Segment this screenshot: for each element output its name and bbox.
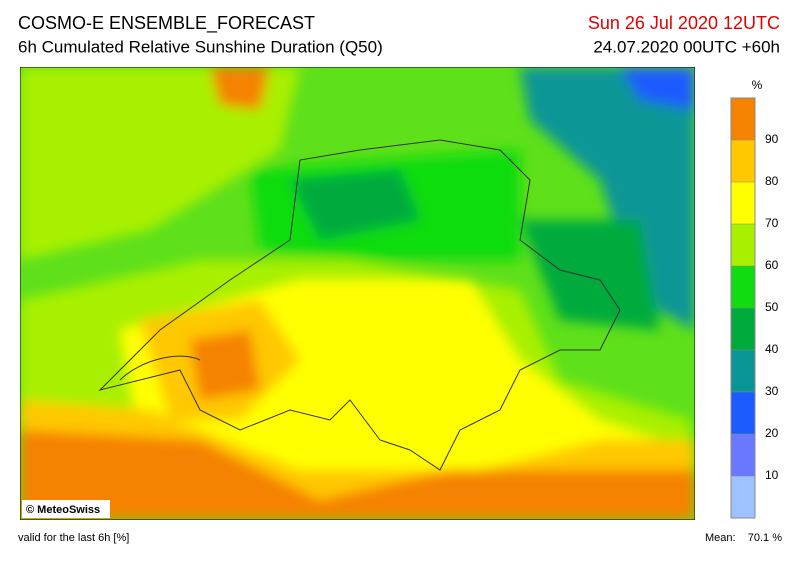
colorbar-bin [731, 308, 755, 350]
footer-note: valid for the last 6h [%] [18, 532, 129, 544]
subtitle: 6h Cumulated Relative Sunshine Duration … [18, 37, 383, 56]
colorbar-unit: % [752, 78, 763, 92]
run-time: 24.07.2020 00UTC +60h [593, 37, 780, 56]
colorbar-bin [731, 224, 755, 266]
mean-value: 70.1 % [748, 532, 782, 544]
colorbar-bin [731, 182, 755, 224]
colorbar-tick-label: 40 [765, 342, 779, 356]
colorbar-tick-label: 10 [765, 468, 779, 482]
colorbar-bin [731, 98, 755, 140]
colorbar-tick-label: 70 [765, 216, 779, 230]
colorbar-tick-label: 50 [765, 300, 779, 314]
credit: © MeteoSwiss [26, 504, 100, 516]
colorbar-tick-label: 20 [765, 426, 779, 440]
title: COSMO-E ENSEMBLE_FORECAST [18, 13, 315, 34]
colorbar-bin [731, 392, 755, 434]
colorbar: 10 20 30 40 50 60 70 80 90 [730, 97, 779, 519]
colorbar-tick-label: 90 [765, 132, 779, 146]
colorbar-bin [731, 434, 755, 476]
colorbar-bin [731, 140, 755, 182]
colorbar-bin [731, 476, 755, 518]
colorbar-bin [731, 350, 755, 392]
colorbar-tick-label: 60 [765, 258, 779, 272]
colorbar-tick-label: 80 [765, 174, 779, 188]
valid-time: Sun 26 Jul 2020 12UTC [588, 13, 780, 33]
credit-box [22, 500, 110, 518]
colorbar-tick-label: 30 [765, 384, 779, 398]
colorbar-bin [731, 266, 755, 308]
map [20, 67, 695, 520]
mean-label: Mean: [705, 532, 736, 544]
borders [98, 139, 621, 471]
